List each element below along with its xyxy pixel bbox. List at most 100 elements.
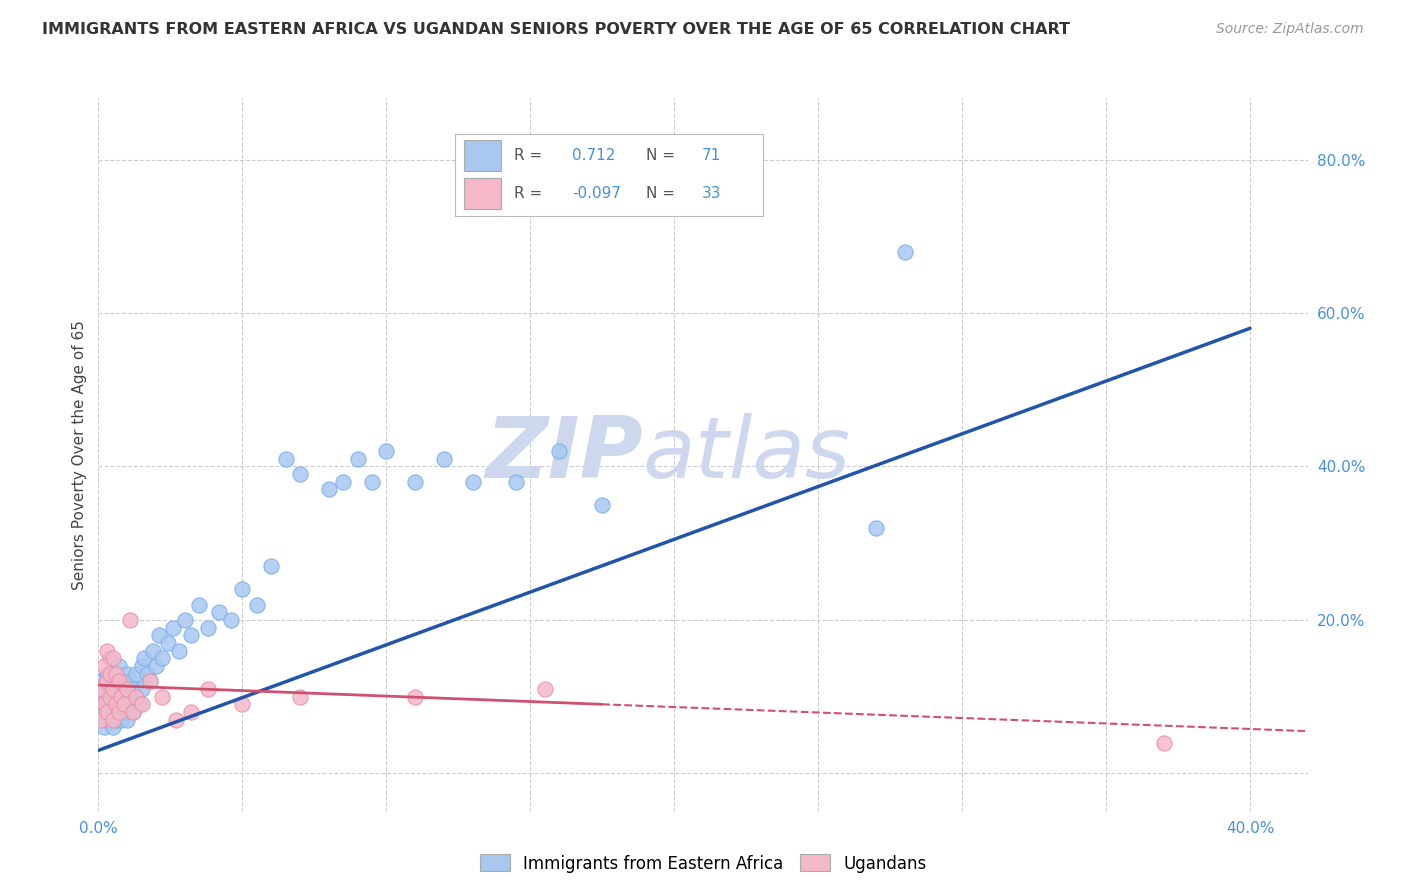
Point (112, 681, 135, 696)
Point (274, 451, 297, 466)
Point (346, 451, 368, 466)
Point (93, 659, 115, 673)
Point (156, 636, 179, 650)
Point (165, 713, 187, 727)
Point (107, 659, 129, 673)
Point (136, 666, 159, 681)
Point (122, 681, 145, 696)
Point (101, 651, 124, 665)
Point (865, 521, 887, 535)
Point (125, 690, 148, 704)
Point (142, 643, 165, 657)
Point (231, 582, 253, 597)
Point (93, 698, 115, 712)
Point (112, 705, 135, 719)
Point (107, 681, 129, 696)
Point (110, 690, 132, 704)
Point (90, 681, 112, 696)
Point (98, 666, 121, 681)
Point (122, 705, 145, 719)
Text: ZIP: ZIP (485, 413, 643, 497)
Point (188, 598, 211, 612)
Point (131, 698, 153, 712)
Point (101, 674, 124, 689)
Point (115, 698, 138, 712)
Point (96, 666, 118, 681)
Point (96, 705, 118, 719)
Point (231, 698, 253, 712)
Point (219, 613, 242, 627)
Point (120, 690, 142, 704)
Point (197, 621, 219, 635)
Point (260, 559, 283, 574)
Point (404, 475, 426, 489)
Point (288, 690, 311, 704)
Point (120, 674, 142, 689)
Y-axis label: Seniors Poverty Over the Age of 65: Seniors Poverty Over the Age of 65 (72, 320, 87, 590)
Point (98, 681, 121, 696)
Point (548, 444, 571, 458)
Point (404, 690, 426, 704)
Point (180, 705, 202, 719)
Point (150, 651, 173, 665)
Point (125, 690, 148, 704)
Point (110, 674, 132, 689)
Point (131, 681, 153, 696)
Point (318, 483, 340, 497)
Point (139, 674, 162, 689)
Point (104, 705, 127, 719)
Point (93, 690, 115, 704)
Point (115, 681, 138, 696)
Point (101, 681, 124, 696)
Text: Source: ZipAtlas.com: Source: ZipAtlas.com (1216, 22, 1364, 37)
Point (208, 605, 231, 619)
Text: atlas: atlas (643, 413, 851, 497)
Point (131, 659, 153, 673)
Point (90, 713, 112, 727)
Point (107, 674, 129, 689)
Point (533, 681, 555, 696)
Point (332, 475, 354, 489)
Point (361, 475, 384, 489)
Point (104, 666, 127, 681)
Point (104, 666, 127, 681)
Point (173, 613, 195, 627)
Text: IMMIGRANTS FROM EASTERN AFRICA VS UGANDAN SENIORS POVERTY OVER THE AGE OF 65 COR: IMMIGRANTS FROM EASTERN AFRICA VS UGANDA… (42, 22, 1070, 37)
Point (167, 643, 190, 657)
Point (197, 681, 219, 696)
Point (288, 467, 311, 482)
Point (107, 705, 129, 719)
Point (145, 659, 167, 673)
Point (98, 705, 121, 719)
Point (96, 698, 118, 712)
Point (134, 651, 156, 665)
Point (591, 498, 613, 512)
Point (505, 475, 527, 489)
Point (893, 244, 915, 259)
Point (98, 690, 121, 704)
Point (107, 698, 129, 712)
Point (90, 705, 112, 719)
Point (96, 713, 118, 727)
Point (120, 613, 142, 627)
Point (104, 713, 127, 727)
Point (101, 698, 124, 712)
Point (104, 690, 127, 704)
Point (96, 643, 118, 657)
Point (96, 674, 118, 689)
Point (162, 621, 184, 635)
Point (139, 674, 162, 689)
Point (246, 598, 269, 612)
Point (90, 674, 112, 689)
Point (104, 698, 127, 712)
Point (125, 666, 148, 681)
Legend: Immigrants from Eastern Africa, Ugandans: Immigrants from Eastern Africa, Ugandans (472, 847, 934, 880)
Point (128, 698, 150, 712)
Point (101, 720, 124, 734)
Point (115, 713, 138, 727)
Point (101, 713, 124, 727)
Point (122, 705, 145, 719)
Point (112, 698, 135, 712)
Point (461, 475, 484, 489)
Point (150, 690, 173, 704)
